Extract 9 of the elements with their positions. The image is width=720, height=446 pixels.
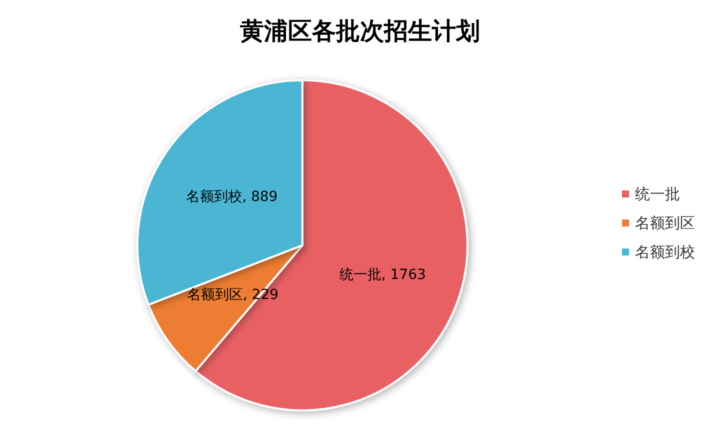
slice-label: 名额到区 (186, 286, 243, 303)
slice-label: 名额到校 (186, 188, 242, 205)
legend-label: 统一批 (635, 185, 680, 203)
chart-title: 黄浦区各批次招生计划 (239, 17, 480, 45)
slice-label: 统一批 (339, 266, 382, 283)
legend-label: 名额到区 (635, 214, 695, 232)
data-label: , 1763 (381, 266, 426, 283)
legend-label: 名额到校 (635, 243, 695, 261)
data-label: , 889 (242, 188, 278, 205)
